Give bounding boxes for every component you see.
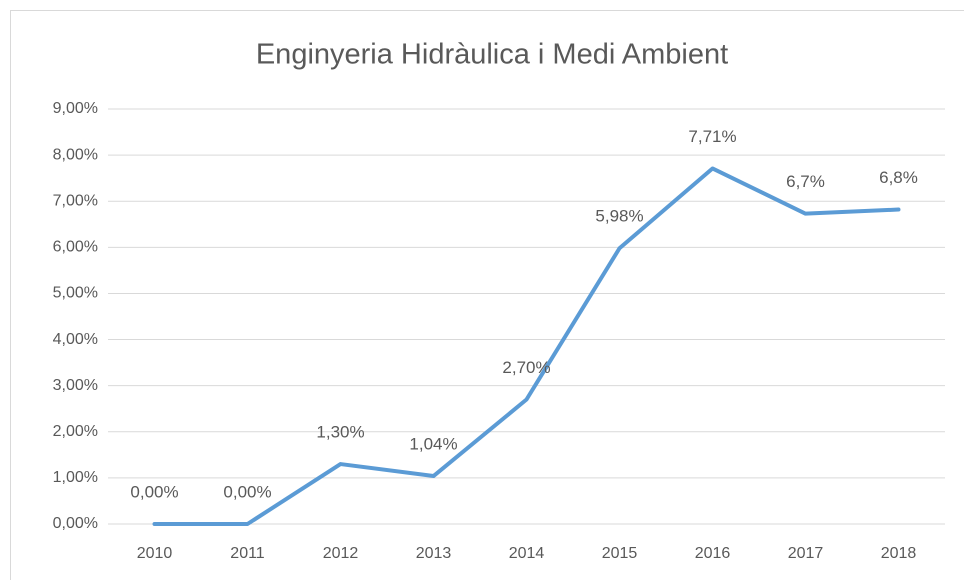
data-label: 6,7%	[786, 172, 825, 191]
x-tick-label: 2015	[602, 545, 638, 562]
x-tick-label: 2011	[230, 545, 265, 562]
data-label: 0,00%	[130, 482, 178, 501]
y-tick-label: 8,00%	[53, 146, 98, 163]
y-tick-label: 5,00%	[53, 285, 98, 302]
y-tick-label: 2,00%	[53, 423, 98, 440]
y-tick-label: 3,00%	[53, 377, 98, 394]
data-label: 1,04%	[409, 435, 457, 454]
chart-frame	[10, 10, 964, 580]
y-tick-label: 1,00%	[53, 469, 98, 486]
x-tick-label: 2018	[881, 545, 917, 562]
x-tick-label: 2016	[695, 545, 731, 562]
x-tick-label: 2017	[788, 545, 824, 562]
x-tick-label: 2012	[323, 545, 359, 562]
x-tick-label: 2010	[137, 545, 173, 562]
data-label: 2,70%	[502, 358, 550, 377]
data-label: 1,30%	[316, 423, 364, 442]
y-tick-label: 0,00%	[53, 515, 98, 532]
data-label: 7,71%	[688, 127, 736, 146]
y-tick-label: 4,00%	[53, 331, 98, 348]
data-line	[152, 166, 901, 526]
chart-title: Enginyeria Hidràulica i Medi Ambient	[256, 39, 728, 71]
data-label: 0,00%	[223, 482, 271, 501]
x-tick-label: 2013	[416, 545, 452, 562]
data-label: 5,98%	[595, 207, 643, 226]
y-tick-label: 6,00%	[53, 239, 98, 256]
data-label: 6,8%	[879, 168, 918, 187]
x-tick-label: 2014	[509, 545, 545, 562]
y-tick-label: 9,00%	[53, 100, 98, 117]
y-tick-label: 7,00%	[53, 192, 98, 209]
